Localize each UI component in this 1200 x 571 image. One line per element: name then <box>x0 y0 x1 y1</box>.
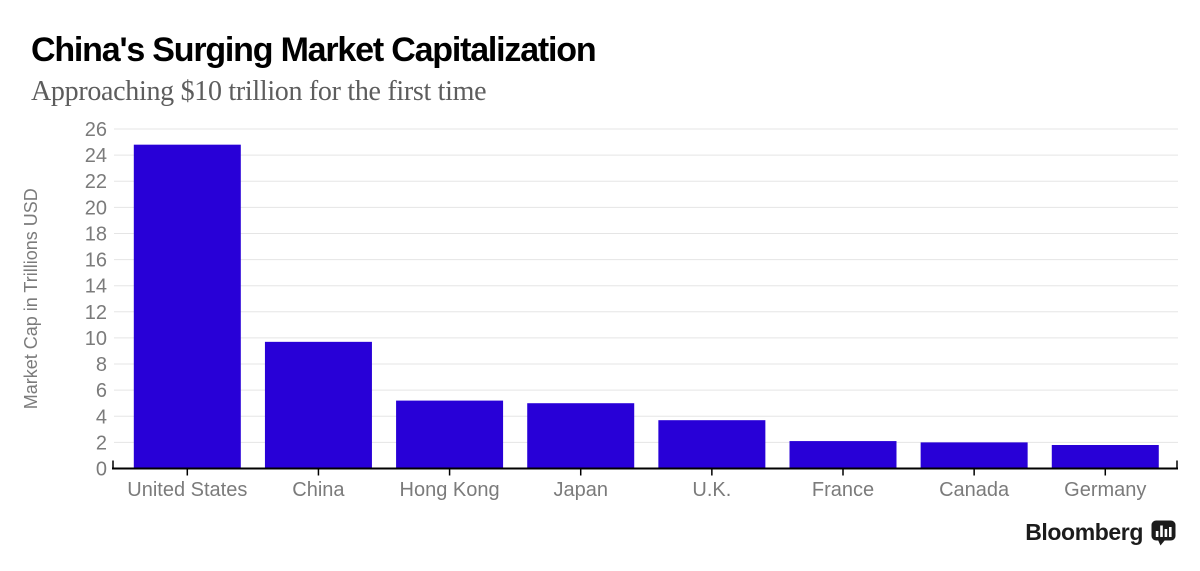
x-axis-label-germany: Germany <box>1064 479 1146 501</box>
bar-germany <box>1051 444 1159 469</box>
y-tick-label-20: 20 <box>85 197 107 219</box>
y-tick-label-8: 8 <box>96 354 107 376</box>
chart-subtitle: Approaching $10 trillion for the first t… <box>31 75 487 107</box>
bar-china <box>264 341 372 469</box>
y-tick-label-4: 4 <box>96 406 107 428</box>
bar-chart-bubble-icon <box>1151 520 1176 545</box>
bar-hong-kong <box>396 400 504 469</box>
x-axis-label-china: China <box>292 479 345 501</box>
bar-japan <box>527 403 635 469</box>
x-axis-label-hong-kong: Hong Kong <box>400 479 500 501</box>
bloomberg-wordmark: Bloomberg <box>1025 519 1143 545</box>
y-tick-label-26: 26 <box>85 119 107 141</box>
x-axis-label-u-k: U.K. <box>692 479 731 501</box>
chart-title: China's Surging Market Capitalization <box>31 31 597 69</box>
y-tick-label-0: 0 <box>96 459 107 481</box>
y-tick-label-2: 2 <box>96 432 107 454</box>
bloomberg-logo: Bloomberg <box>1025 519 1176 546</box>
y-tick-label-12: 12 <box>85 302 107 324</box>
y-axis-title: Market Cap in Trillions USD <box>21 188 41 409</box>
y-tick-label-6: 6 <box>96 380 107 402</box>
bar-france <box>789 441 897 469</box>
x-axis-label-japan: Japan <box>553 479 608 501</box>
y-tick-label-18: 18 <box>85 223 107 245</box>
bar-canada <box>920 442 1028 469</box>
y-tick-label-16: 16 <box>85 250 107 272</box>
bar-united-states <box>133 144 241 469</box>
x-axis-label-france: France <box>812 479 874 501</box>
x-axis-label-united-states: United States <box>127 479 247 501</box>
y-tick-label-10: 10 <box>85 328 107 350</box>
y-tick-label-14: 14 <box>85 276 107 298</box>
chart-header: China's Surging Market Capitalization Ap… <box>31 31 597 108</box>
y-tick-label-24: 24 <box>85 145 107 167</box>
x-axis-label-canada: Canada <box>939 479 1010 501</box>
y-tick-label-22: 22 <box>85 171 107 193</box>
bar-u-k <box>658 420 766 469</box>
